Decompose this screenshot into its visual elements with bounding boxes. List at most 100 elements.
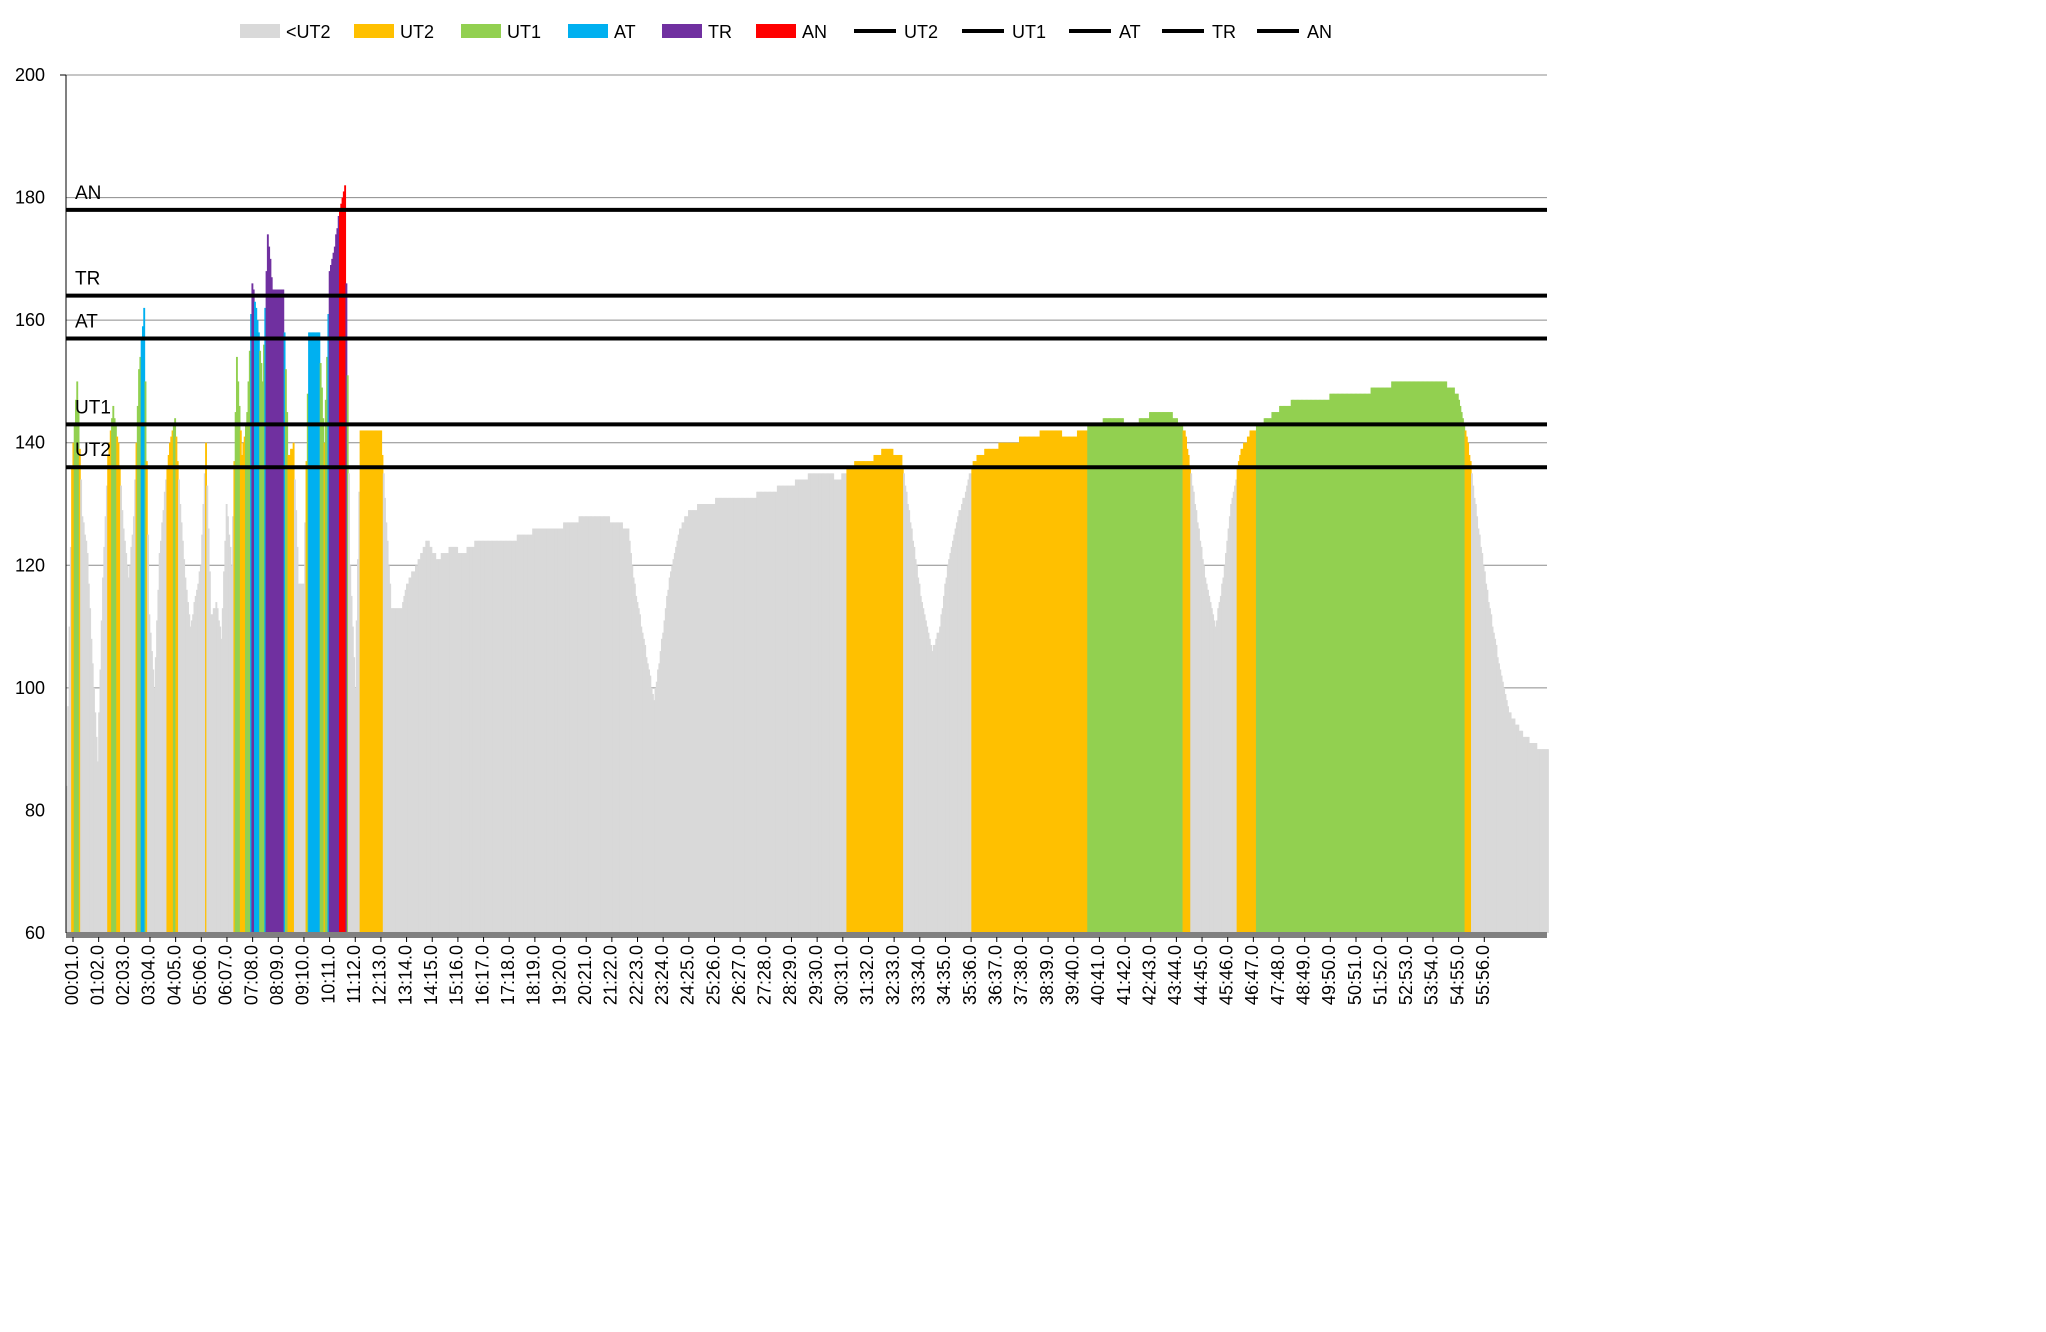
hr-bar-130 — [233, 461, 236, 933]
hr-bar-766 — [1052, 430, 1055, 933]
hr-bar-950 — [1289, 405, 1292, 933]
hr-bar-300 — [452, 546, 455, 933]
hr-bar-1017 — [1375, 387, 1378, 933]
hr-bar-167 — [281, 289, 283, 933]
hr-bar-661 — [917, 577, 920, 933]
hr-bar-862 — [1176, 418, 1178, 933]
hr-bar-583 — [816, 473, 819, 933]
hr-bar-62 — [145, 461, 148, 933]
hr-bar-526 — [743, 497, 746, 933]
hr-bar-171 — [286, 412, 289, 933]
hr-bar-719 — [991, 448, 994, 933]
hr-bar-392 — [570, 522, 573, 933]
hr-bar-549 — [773, 491, 775, 933]
hr-bar-422 — [609, 522, 612, 933]
hr-bar-991 — [1342, 393, 1345, 933]
hr-bar-12 — [81, 516, 84, 933]
hr-bar-26 — [99, 669, 102, 933]
hr-bar-569 — [798, 479, 801, 933]
hr-bar-239 — [373, 430, 376, 933]
hr-bar-752 — [1034, 436, 1037, 933]
x-tick-label-39: 39:40.0 — [1062, 945, 1082, 1005]
hr-bar-1063 — [1434, 381, 1437, 933]
hr-bar-816 — [1116, 418, 1119, 933]
hr-bar-781 — [1071, 436, 1074, 933]
hr-bar-1049 — [1416, 381, 1419, 933]
hr-bar-535 — [754, 497, 757, 933]
hr-bar-448 — [642, 638, 645, 933]
hr-bar-450 — [645, 657, 648, 933]
hr-bar-591 — [827, 473, 829, 933]
hr-bar-1100 — [1482, 565, 1485, 933]
hr-bar-396 — [575, 522, 578, 933]
legend-label-2: UT1 — [507, 22, 541, 42]
hr-bar-501 — [711, 504, 714, 933]
hr-bar-1010 — [1366, 393, 1369, 933]
hr-bar-694 — [959, 510, 962, 933]
hr-bar-256 — [395, 608, 398, 933]
hr-bar-740 — [1018, 436, 1021, 933]
hr-bar-320 — [478, 540, 480, 933]
hr-bar-89 — [180, 522, 183, 933]
hr-bar-353 — [520, 534, 523, 933]
hr-bar-491 — [698, 504, 701, 933]
hr-bar-855 — [1167, 412, 1169, 933]
hr-bar-151 — [260, 363, 263, 933]
hr-bar-927 — [1259, 424, 1262, 933]
hr-bar-417 — [603, 516, 605, 933]
hr-bar-1090 — [1469, 461, 1472, 933]
hr-bar-49 — [129, 565, 131, 933]
hr-bar-822 — [1124, 424, 1127, 933]
hr-bar-413 — [597, 516, 600, 933]
hr-bar-1141 — [1535, 743, 1538, 933]
hr-bar-1069 — [1442, 381, 1445, 933]
hr-bar-558 — [784, 485, 787, 933]
hr-bar-24 — [96, 761, 99, 933]
hr-bar-386 — [563, 522, 565, 933]
hr-bar-983 — [1331, 393, 1334, 933]
hr-bar-127 — [229, 546, 232, 933]
hr-bar-1137 — [1530, 743, 1533, 933]
hr-bar-310 — [465, 553, 468, 933]
hr-bar-204 — [328, 271, 331, 933]
hr-bar-1070 — [1443, 381, 1446, 933]
hr-bar-772 — [1060, 430, 1063, 933]
hr-bar-970 — [1315, 399, 1318, 933]
hr-bar-1018 — [1377, 387, 1379, 933]
hr-bar-1026 — [1387, 387, 1390, 933]
hr-bar-889 — [1210, 608, 1213, 933]
hr-bar-792 — [1085, 430, 1088, 933]
hr-bar-804 — [1101, 424, 1104, 933]
hr-bar-276 — [421, 553, 424, 933]
hr-bar-232 — [364, 430, 367, 933]
hr-bar-487 — [693, 510, 696, 933]
hr-bar-264 — [405, 583, 408, 933]
hr-bar-1042 — [1407, 381, 1410, 933]
hr-bar-1144 — [1539, 749, 1542, 933]
hr-bar-557 — [783, 485, 786, 933]
hr-bar-567 — [796, 479, 799, 933]
hr-bar-1020 — [1379, 387, 1382, 933]
hr-bar-70 — [156, 620, 159, 933]
hr-bar-460 — [658, 663, 661, 933]
hr-bar-904 — [1230, 504, 1233, 933]
hr-bar-607 — [847, 467, 850, 933]
hr-bar-673 — [932, 644, 935, 933]
hr-bar-1124 — [1513, 718, 1516, 933]
hr-bar-846 — [1155, 412, 1158, 933]
hr-bar-506 — [717, 497, 720, 933]
hr-bar-275 — [420, 553, 423, 933]
hr-bar-107 — [203, 473, 206, 933]
hr-bar-64 — [148, 614, 151, 933]
hr-bar-266 — [408, 577, 411, 933]
hr-bar-311 — [466, 546, 469, 933]
hr-bar-840 — [1147, 418, 1150, 933]
hr-bar-461 — [659, 651, 662, 933]
hr-bar-344 — [509, 540, 511, 933]
hr-bar-564 — [792, 485, 795, 933]
hr-bar-313 — [469, 546, 471, 933]
hr-bar-227 — [358, 491, 361, 933]
hr-bar-737 — [1015, 442, 1018, 933]
hr-bar-1139 — [1532, 743, 1535, 933]
hr-bar-995 — [1347, 393, 1350, 933]
